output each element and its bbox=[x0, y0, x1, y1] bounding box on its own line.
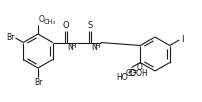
Text: Br: Br bbox=[34, 78, 42, 87]
Text: CH₃: CH₃ bbox=[43, 18, 55, 24]
Text: HO: HO bbox=[115, 73, 127, 81]
Text: I: I bbox=[180, 35, 182, 44]
Text: C: C bbox=[128, 69, 134, 78]
Text: N: N bbox=[66, 43, 72, 53]
Text: O: O bbox=[39, 16, 45, 24]
Text: COOH: COOH bbox=[125, 69, 148, 78]
Text: O: O bbox=[136, 63, 142, 72]
Text: S: S bbox=[87, 21, 92, 29]
Text: H: H bbox=[70, 43, 76, 49]
Text: Br: Br bbox=[6, 33, 14, 43]
Text: N: N bbox=[90, 43, 96, 53]
Text: H: H bbox=[94, 43, 99, 49]
Text: O: O bbox=[62, 21, 69, 29]
